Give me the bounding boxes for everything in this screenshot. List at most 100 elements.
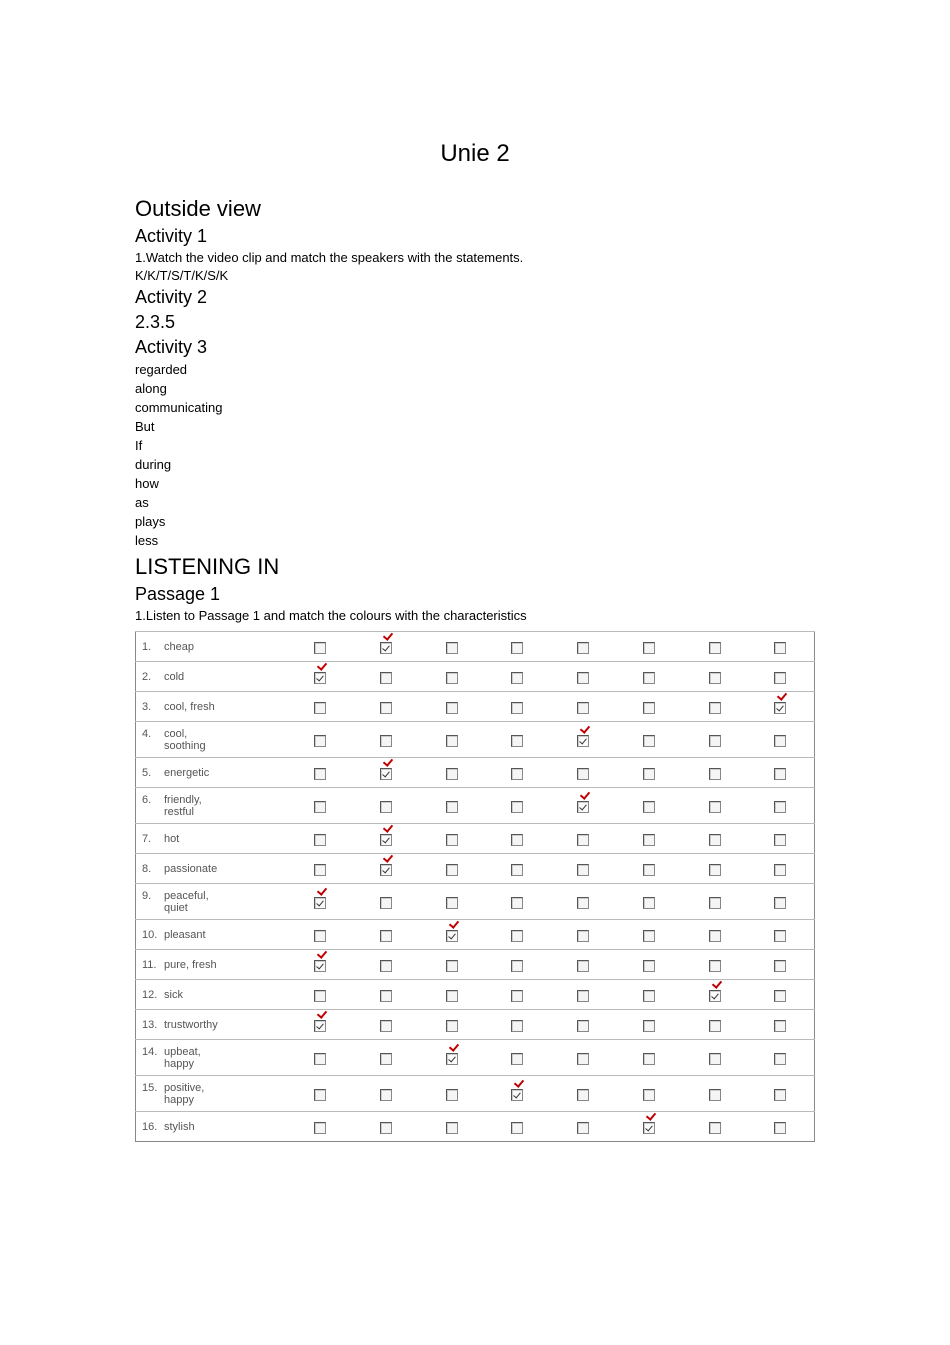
checkbox[interactable] [709,1047,723,1065]
checkbox[interactable] [511,924,525,942]
checkbox[interactable] [774,1116,788,1134]
checkbox[interactable] [314,858,328,876]
checkbox[interactable] [577,891,591,909]
checkbox[interactable] [380,858,394,876]
checkbox[interactable] [577,1047,591,1065]
checkbox[interactable] [511,666,525,684]
checkbox[interactable] [446,795,460,813]
checkbox[interactable] [709,828,723,846]
checkbox[interactable] [709,636,723,654]
checkbox[interactable] [511,954,525,972]
checkbox[interactable] [577,795,591,813]
checkbox[interactable] [446,1047,460,1065]
checkbox[interactable] [577,924,591,942]
checkbox[interactable] [643,1083,657,1101]
checkbox[interactable] [577,666,591,684]
checkbox[interactable] [774,666,788,684]
checkbox[interactable] [577,729,591,747]
checkbox[interactable] [709,1116,723,1134]
checkbox[interactable] [643,1014,657,1032]
checkbox[interactable] [511,696,525,714]
checkbox[interactable] [380,1083,394,1101]
checkbox[interactable] [380,696,394,714]
checkbox[interactable] [643,1116,657,1134]
checkbox[interactable] [511,1116,525,1134]
checkbox[interactable] [314,762,328,780]
checkbox[interactable] [709,1014,723,1032]
checkbox[interactable] [643,984,657,1002]
checkbox[interactable] [643,696,657,714]
checkbox[interactable] [774,696,788,714]
checkbox[interactable] [446,858,460,876]
checkbox[interactable] [511,1047,525,1065]
checkbox[interactable] [446,1083,460,1101]
checkbox[interactable] [577,762,591,780]
checkbox[interactable] [774,795,788,813]
checkbox[interactable] [709,924,723,942]
checkbox[interactable] [380,954,394,972]
checkbox[interactable] [774,1083,788,1101]
checkbox[interactable] [446,666,460,684]
checkbox[interactable] [314,1116,328,1134]
checkbox[interactable] [380,891,394,909]
checkbox[interactable] [446,762,460,780]
checkbox[interactable] [577,828,591,846]
checkbox[interactable] [643,1047,657,1065]
checkbox[interactable] [380,1047,394,1065]
checkbox[interactable] [314,1083,328,1101]
checkbox[interactable] [709,696,723,714]
checkbox[interactable] [511,795,525,813]
checkbox[interactable] [314,666,328,684]
checkbox[interactable] [774,984,788,1002]
checkbox[interactable] [643,954,657,972]
checkbox[interactable] [643,666,657,684]
checkbox[interactable] [774,954,788,972]
checkbox[interactable] [380,795,394,813]
checkbox[interactable] [511,1014,525,1032]
checkbox[interactable] [774,858,788,876]
checkbox[interactable] [643,636,657,654]
checkbox[interactable] [774,729,788,747]
checkbox[interactable] [643,828,657,846]
checkbox[interactable] [577,858,591,876]
checkbox[interactable] [709,762,723,780]
checkbox[interactable] [577,1014,591,1032]
checkbox[interactable] [774,1014,788,1032]
checkbox[interactable] [314,636,328,654]
checkbox[interactable] [314,984,328,1002]
checkbox[interactable] [577,954,591,972]
checkbox[interactable] [380,762,394,780]
checkbox[interactable] [446,891,460,909]
checkbox[interactable] [709,954,723,972]
checkbox[interactable] [314,1047,328,1065]
checkbox[interactable] [774,828,788,846]
checkbox[interactable] [511,1083,525,1101]
checkbox[interactable] [709,729,723,747]
checkbox[interactable] [709,1083,723,1101]
checkbox[interactable] [314,696,328,714]
checkbox[interactable] [446,1014,460,1032]
checkbox[interactable] [380,729,394,747]
checkbox[interactable] [511,828,525,846]
checkbox[interactable] [577,1116,591,1134]
checkbox[interactable] [314,954,328,972]
checkbox[interactable] [511,891,525,909]
checkbox[interactable] [446,924,460,942]
checkbox[interactable] [643,891,657,909]
checkbox[interactable] [511,729,525,747]
checkbox[interactable] [380,636,394,654]
checkbox[interactable] [380,1014,394,1032]
checkbox[interactable] [643,924,657,942]
checkbox[interactable] [774,924,788,942]
checkbox[interactable] [511,636,525,654]
checkbox[interactable] [643,729,657,747]
checkbox[interactable] [380,924,394,942]
checkbox[interactable] [446,636,460,654]
checkbox[interactable] [643,762,657,780]
checkbox[interactable] [577,984,591,1002]
checkbox[interactable] [577,696,591,714]
checkbox[interactable] [774,762,788,780]
checkbox[interactable] [774,636,788,654]
checkbox[interactable] [314,891,328,909]
checkbox[interactable] [709,891,723,909]
